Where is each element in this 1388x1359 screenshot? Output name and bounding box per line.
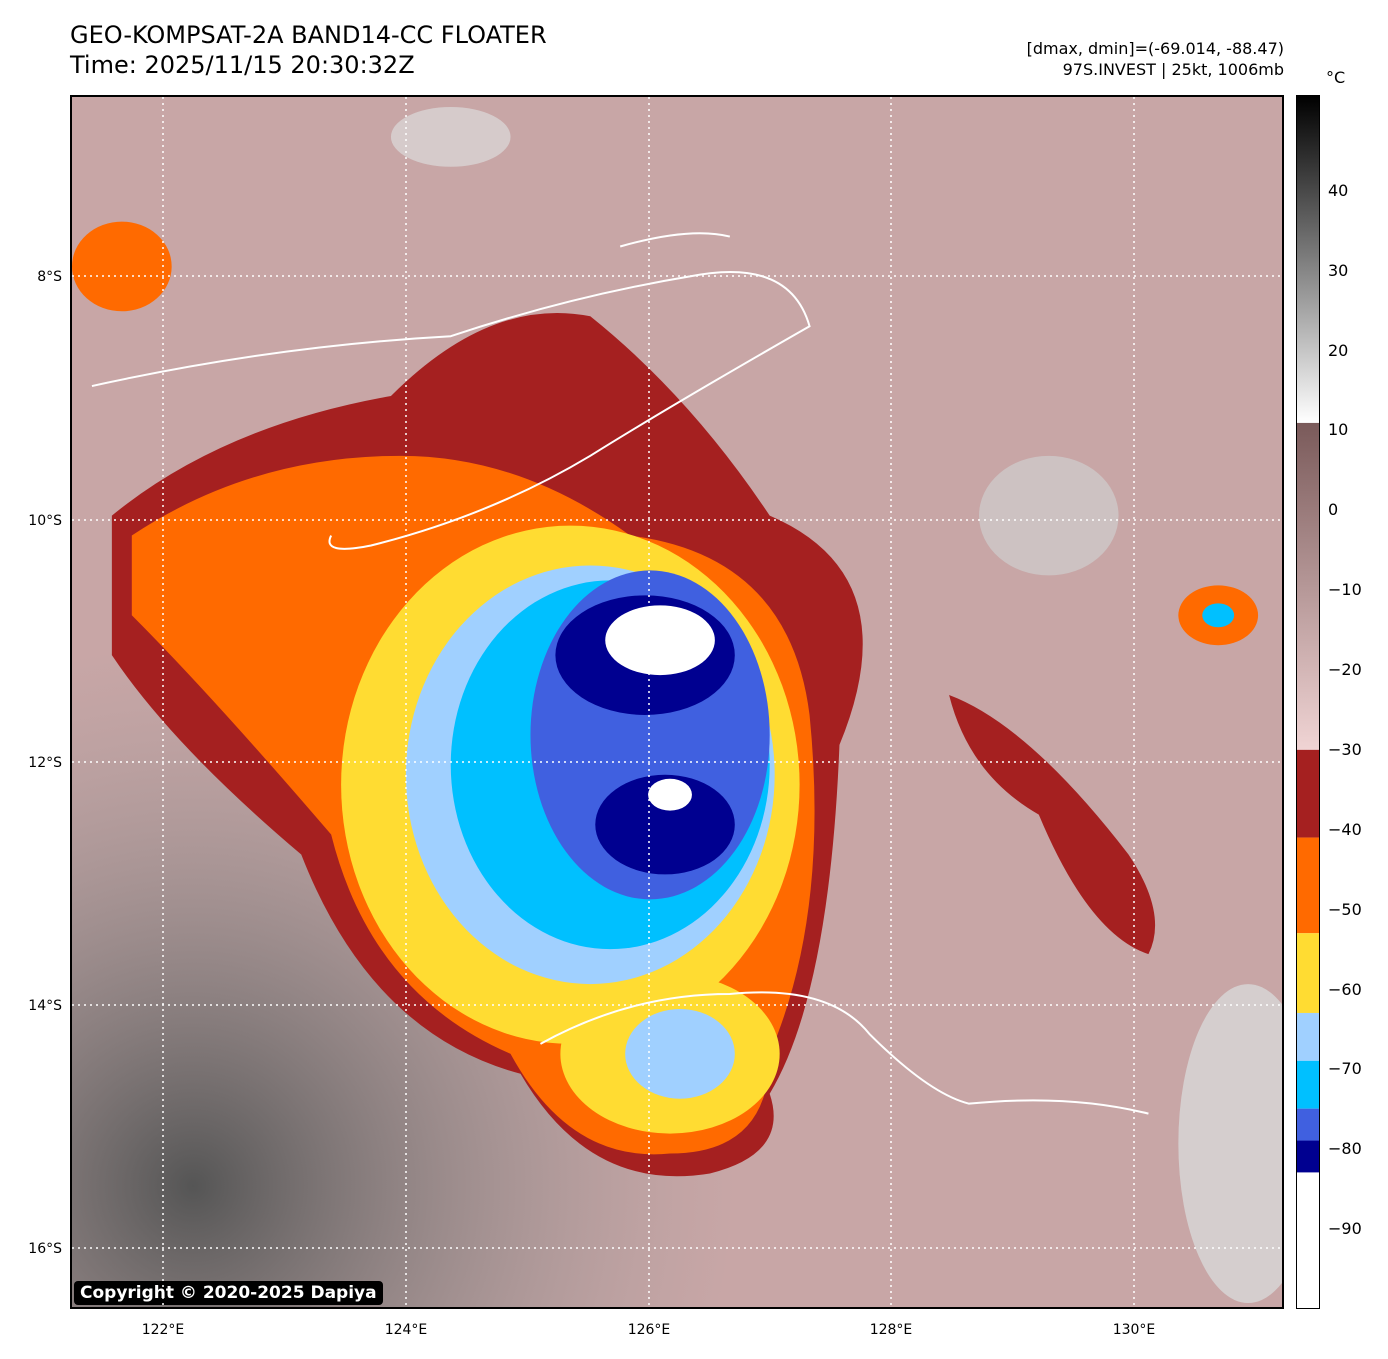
longitude-label: 128°E — [870, 1322, 913, 1338]
colorbar-segment-yellow — [1297, 933, 1319, 1013]
colorbar-tick-label: 20 — [1328, 340, 1349, 360]
colorbar-segment-warm — [1297, 96, 1319, 423]
latitude-label: 14°S — [28, 998, 62, 1014]
colorbar-tick-label: 10 — [1328, 420, 1349, 440]
latitude-label: 8°S — [37, 269, 62, 285]
satellite-map: Copyright © 2020-2025 Dapiya — [70, 95, 1284, 1309]
colorbar-tick-label: −80 — [1328, 1139, 1362, 1159]
latitude-label: 16°S — [28, 1241, 62, 1257]
storm-details: 97S.INVEST | 25kt, 1006mb — [1062, 60, 1284, 79]
cloud-east-cell-core — [1202, 603, 1235, 628]
colorbar-segment-navy — [1297, 1140, 1319, 1173]
colorbar-tick-label: −50 — [1328, 899, 1362, 919]
cloud-lightblue-south — [625, 1008, 735, 1099]
colorbar-tick-label: −40 — [1328, 819, 1362, 839]
colorbar-segment-darkred — [1297, 749, 1319, 838]
longitude-label: 126°E — [628, 1322, 671, 1338]
chart-title: GEO-KOMPSAT-2A BAND14-CC FLOATER Time: 2… — [70, 20, 547, 80]
coastline-timor — [91, 270, 811, 550]
longitude-label: 130°E — [1113, 1322, 1156, 1338]
cloud-west-cell — [72, 221, 172, 312]
colorbar-segment-cyan — [1297, 1060, 1319, 1109]
colorbar-unit: °C — [1326, 68, 1346, 87]
colorbar-tick-label: 0 — [1328, 500, 1339, 520]
ir-imagery — [72, 97, 1282, 1307]
cloud-white-top-south — [648, 778, 692, 811]
colorbar-tick-label: −20 — [1328, 660, 1362, 680]
colorbar-segment-orange — [1297, 837, 1319, 934]
colorbar-tick-label: −30 — [1328, 739, 1362, 759]
coastline-australia — [539, 991, 1149, 1115]
longitude-label: 124°E — [385, 1322, 428, 1338]
colorbar-tick-label: 30 — [1328, 260, 1349, 280]
cloud-navy-core-south — [595, 774, 735, 875]
coastline-islands-ne — [619, 232, 731, 248]
colorbar-segment-blue — [1297, 1108, 1319, 1141]
colorbar-tick-label: −60 — [1328, 979, 1362, 999]
storm-info: [dmax, dmin]=(-69.014, -88.47) 97S.INVES… — [1027, 38, 1284, 80]
colorbar-tick-label: −90 — [1328, 1219, 1362, 1239]
copyright-label: Copyright © 2020-2025 Dapiya — [74, 1281, 383, 1305]
cloud-white-top-north — [605, 605, 715, 676]
colorbar-segment-white — [1297, 1172, 1319, 1308]
temperature-range: [dmax, dmin]=(-69.014, -88.47) — [1026, 39, 1284, 58]
latitude-label: 10°S — [28, 513, 62, 529]
longitude-label: 122°E — [142, 1322, 185, 1338]
colorbar-tick-label: −70 — [1328, 1059, 1362, 1079]
colorbar-tick-label: −10 — [1328, 580, 1362, 600]
title-satellite: GEO-KOMPSAT-2A BAND14-CC FLOATER — [70, 21, 547, 49]
latitude-label: 12°S — [28, 755, 62, 771]
colorbar — [1296, 95, 1320, 1309]
title-time: Time: 2025/11/15 20:30:32Z — [70, 51, 415, 79]
colorbar-tick-label: 40 — [1328, 180, 1349, 200]
colorbar-segment-lightblue — [1297, 1012, 1319, 1061]
colorbar-segment-cloud — [1297, 422, 1319, 750]
cloud-east-band — [949, 695, 1156, 955]
